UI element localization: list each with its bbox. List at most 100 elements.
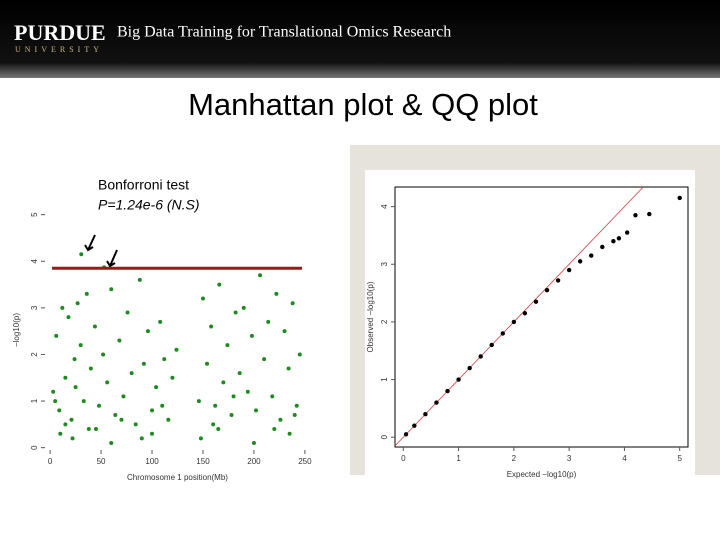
x-tick-label: 100 bbox=[145, 457, 159, 466]
x-tick-label: 5 bbox=[677, 454, 682, 463]
snp-point bbox=[205, 361, 210, 366]
snp-point bbox=[150, 408, 155, 413]
qq-point bbox=[600, 244, 605, 250]
y-tick-label: 2 bbox=[30, 352, 39, 357]
y-tick-label: 0 bbox=[30, 445, 39, 450]
snp-point bbox=[53, 399, 58, 404]
x-axis-label: Expected −log10(p) bbox=[507, 470, 577, 479]
snp-point bbox=[117, 338, 122, 343]
snp-point bbox=[93, 427, 98, 432]
annotation: P=1.24e-6 (N.S) bbox=[98, 197, 200, 213]
qq-point bbox=[577, 259, 583, 264]
snp-point bbox=[297, 352, 302, 357]
snp-point bbox=[174, 347, 179, 352]
snp-point bbox=[57, 408, 62, 413]
x-tick-label: 0 bbox=[401, 454, 406, 463]
y-tick-label: 1 bbox=[30, 398, 39, 403]
annotation: Bonforroni test bbox=[98, 177, 189, 193]
qq-point bbox=[566, 267, 572, 273]
qq-point bbox=[445, 388, 450, 394]
snp-point bbox=[145, 329, 150, 334]
snp-point bbox=[141, 361, 146, 366]
snp-point bbox=[154, 385, 159, 390]
y-tick-label: 1 bbox=[380, 377, 389, 382]
snp-point bbox=[109, 441, 114, 446]
snp-point bbox=[69, 417, 74, 422]
qq-point bbox=[677, 195, 682, 201]
arrow bbox=[106, 249, 118, 268]
qq-point bbox=[500, 331, 506, 336]
snp-point bbox=[233, 310, 238, 315]
snp-point bbox=[119, 417, 124, 422]
qq-point bbox=[412, 423, 417, 428]
snp-point bbox=[272, 427, 277, 432]
snp-point bbox=[162, 357, 167, 362]
y-tick-label: 4 bbox=[380, 204, 389, 209]
snp-point bbox=[70, 436, 75, 441]
snp-point bbox=[200, 296, 205, 301]
y-axis-label: −log10(p) bbox=[12, 313, 21, 347]
qq-point bbox=[589, 253, 594, 258]
qq-point bbox=[522, 311, 528, 316]
snp-point bbox=[170, 375, 175, 380]
snp-point bbox=[245, 389, 250, 394]
snp-point bbox=[109, 287, 114, 292]
snp-point bbox=[209, 324, 214, 329]
x-axis-label: Chromosome 1 position(Mb) bbox=[127, 473, 228, 482]
snp-point bbox=[287, 431, 292, 436]
qq-point bbox=[624, 230, 630, 235]
snp-point bbox=[125, 310, 130, 315]
logo: PURDUE bbox=[14, 20, 106, 45]
slide-title: Manhattan plot & QQ plot bbox=[188, 87, 538, 122]
y-tick-label: 3 bbox=[380, 261, 389, 266]
qq-point bbox=[511, 319, 517, 325]
snp-point bbox=[221, 380, 226, 385]
y-tick-label: 5 bbox=[30, 212, 39, 217]
snp-point bbox=[88, 366, 93, 371]
snp-point bbox=[58, 431, 63, 436]
course-title: Big Data Training for Translational Omic… bbox=[117, 24, 451, 41]
arrow bbox=[84, 234, 96, 252]
snp-point bbox=[249, 333, 254, 338]
qq-point bbox=[647, 211, 652, 217]
snp-point bbox=[66, 315, 71, 320]
snp-point bbox=[213, 403, 218, 408]
qq-panel bbox=[365, 170, 695, 490]
qq-point bbox=[434, 400, 439, 405]
y-tick-label: 2 bbox=[380, 319, 389, 324]
snp-point bbox=[262, 357, 267, 362]
snp-point bbox=[73, 385, 78, 390]
snp-point bbox=[196, 399, 201, 404]
snp-point bbox=[278, 417, 283, 422]
snp-point bbox=[166, 417, 171, 422]
snp-point bbox=[237, 371, 242, 376]
x-tick-label: 1 bbox=[456, 454, 461, 463]
snp-point bbox=[101, 352, 106, 357]
x-tick-label: 150 bbox=[196, 457, 210, 466]
snp-point bbox=[60, 305, 65, 310]
y-axis-label: Observed −log10(p) bbox=[366, 281, 375, 352]
snp-point bbox=[105, 380, 110, 385]
snp-point bbox=[79, 252, 84, 257]
snp-point bbox=[282, 329, 287, 334]
snp-point bbox=[251, 441, 256, 446]
x-tick-label: 200 bbox=[247, 457, 261, 466]
snp-point bbox=[229, 413, 234, 418]
snp-point bbox=[231, 394, 236, 399]
snp-point bbox=[216, 427, 221, 432]
qq-point bbox=[467, 365, 472, 371]
snp-point bbox=[97, 403, 102, 408]
snp-point bbox=[63, 422, 68, 427]
y-tick-label: 0 bbox=[380, 434, 389, 439]
qq-point bbox=[616, 236, 622, 241]
snp-point bbox=[75, 301, 80, 306]
x-tick-label: 250 bbox=[298, 457, 312, 466]
header-bar bbox=[0, 0, 720, 78]
x-tick-label: 50 bbox=[97, 457, 106, 466]
snp-point bbox=[113, 413, 118, 418]
qq-point bbox=[533, 299, 539, 304]
qq-point bbox=[611, 238, 616, 244]
snp-point bbox=[217, 282, 222, 287]
snp-point bbox=[258, 273, 263, 278]
